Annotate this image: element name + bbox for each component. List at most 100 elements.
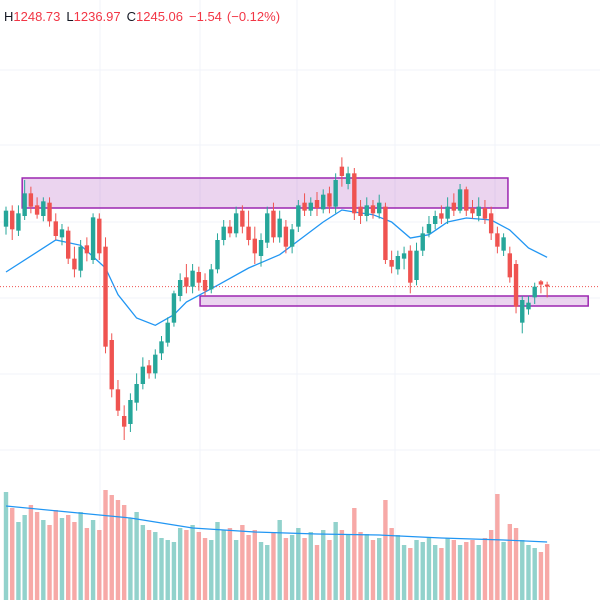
volume-bar: [426, 538, 432, 600]
volume-bar: [3, 492, 9, 600]
volume-bar: [159, 538, 164, 600]
volume-bar: [308, 532, 313, 600]
header-value: 1236.97: [74, 9, 121, 24]
candle-body: [59, 229, 65, 238]
volume-bar: [246, 535, 251, 600]
ohlc-header: H1248.73 L1236.97 C1245.06 −1.54 (−0.12%): [4, 9, 280, 24]
volume-bar: [327, 540, 332, 600]
volume-bar: [464, 542, 469, 600]
candle-body: [16, 213, 21, 231]
candle-body: [289, 229, 295, 247]
candle-body: [41, 201, 46, 216]
candle-body: [364, 205, 369, 216]
volume-bar: [289, 535, 295, 600]
volume-ma-line: [5, 505, 548, 543]
candle-body: [202, 280, 208, 291]
volume-bar: [482, 538, 488, 600]
volume-bar: [345, 535, 351, 600]
candle-body: [196, 272, 202, 283]
volume-bar: [370, 540, 376, 600]
volume-bar: [221, 530, 226, 600]
candle-body: [109, 340, 114, 390]
candle-body: [470, 208, 475, 214]
volume-bar: [227, 528, 233, 600]
candle-body: [115, 389, 121, 411]
candle-body: [314, 200, 320, 208]
candle-body: [476, 206, 481, 216]
volume-bar: [383, 500, 388, 600]
header-change: −1.54: [189, 9, 222, 24]
candle-body: [72, 258, 77, 270]
plot: [0, 157, 600, 600]
candle-body: [53, 221, 58, 236]
candle-body: [165, 322, 170, 343]
volume-bar: [408, 548, 413, 600]
candle-body: [408, 250, 413, 283]
volume-bar: [109, 495, 114, 600]
volume-bar: [283, 538, 289, 600]
candle-body: [34, 205, 40, 215]
candle-body: [445, 206, 450, 219]
volume-bar: [53, 510, 58, 600]
volume-bar: [358, 532, 363, 600]
candle-body: [513, 264, 519, 307]
volume-bar: [302, 538, 307, 600]
header-value: 1248.73: [13, 9, 60, 24]
candle-body: [495, 233, 500, 247]
candle-body: [327, 193, 332, 207]
volume-bar: [513, 528, 519, 600]
candle-body: [47, 202, 52, 222]
volume-bar: [507, 524, 513, 600]
volume-bar: [296, 528, 301, 600]
volume-bar: [233, 540, 239, 600]
candle-body: [3, 210, 9, 227]
volume-bar: [395, 535, 401, 600]
volume-bar: [103, 490, 108, 600]
candle-body: [90, 217, 96, 260]
candle-body: [265, 213, 270, 243]
volume-bar: [258, 542, 264, 600]
volume-bar: [520, 540, 525, 600]
volume-bar: [97, 530, 102, 600]
candle-body: [121, 416, 127, 427]
volume-bar: [339, 530, 345, 600]
volume-bar: [476, 545, 481, 600]
candle-body: [10, 210, 15, 230]
volume-bar: [153, 532, 158, 600]
volume-bar: [420, 542, 425, 600]
volume-bar: [34, 512, 40, 600]
volume-bar: [414, 540, 419, 600]
volume-bar: [532, 548, 537, 600]
volume-bar: [202, 538, 208, 600]
candle-body: [339, 166, 345, 176]
volume-bar: [84, 528, 90, 600]
volume-bar: [10, 508, 15, 600]
candle-body: [153, 354, 158, 374]
header-label: L: [66, 9, 73, 24]
volume-bar: [47, 525, 52, 600]
candle-body: [252, 238, 257, 254]
candle-body: [389, 260, 394, 267]
candle-body: [103, 246, 108, 347]
volume-bar: [121, 505, 127, 600]
volume-bar: [277, 520, 282, 600]
candle-body: [321, 194, 326, 210]
volume-bar: [134, 512, 139, 600]
ma-line: [5, 209, 548, 327]
volume-bar: [140, 525, 146, 600]
volume-bar: [364, 534, 369, 600]
candle-body: [507, 253, 513, 278]
candle-body: [345, 173, 351, 184]
volume-bar: [72, 522, 77, 600]
candle-body: [78, 246, 83, 271]
volume-bar: [526, 545, 531, 600]
volume-bar: [439, 548, 444, 600]
volume-bar: [495, 494, 500, 600]
volume-bar: [16, 522, 21, 600]
candle-body: [227, 226, 233, 234]
candle-body: [233, 213, 239, 234]
price-zone: [21, 177, 509, 209]
